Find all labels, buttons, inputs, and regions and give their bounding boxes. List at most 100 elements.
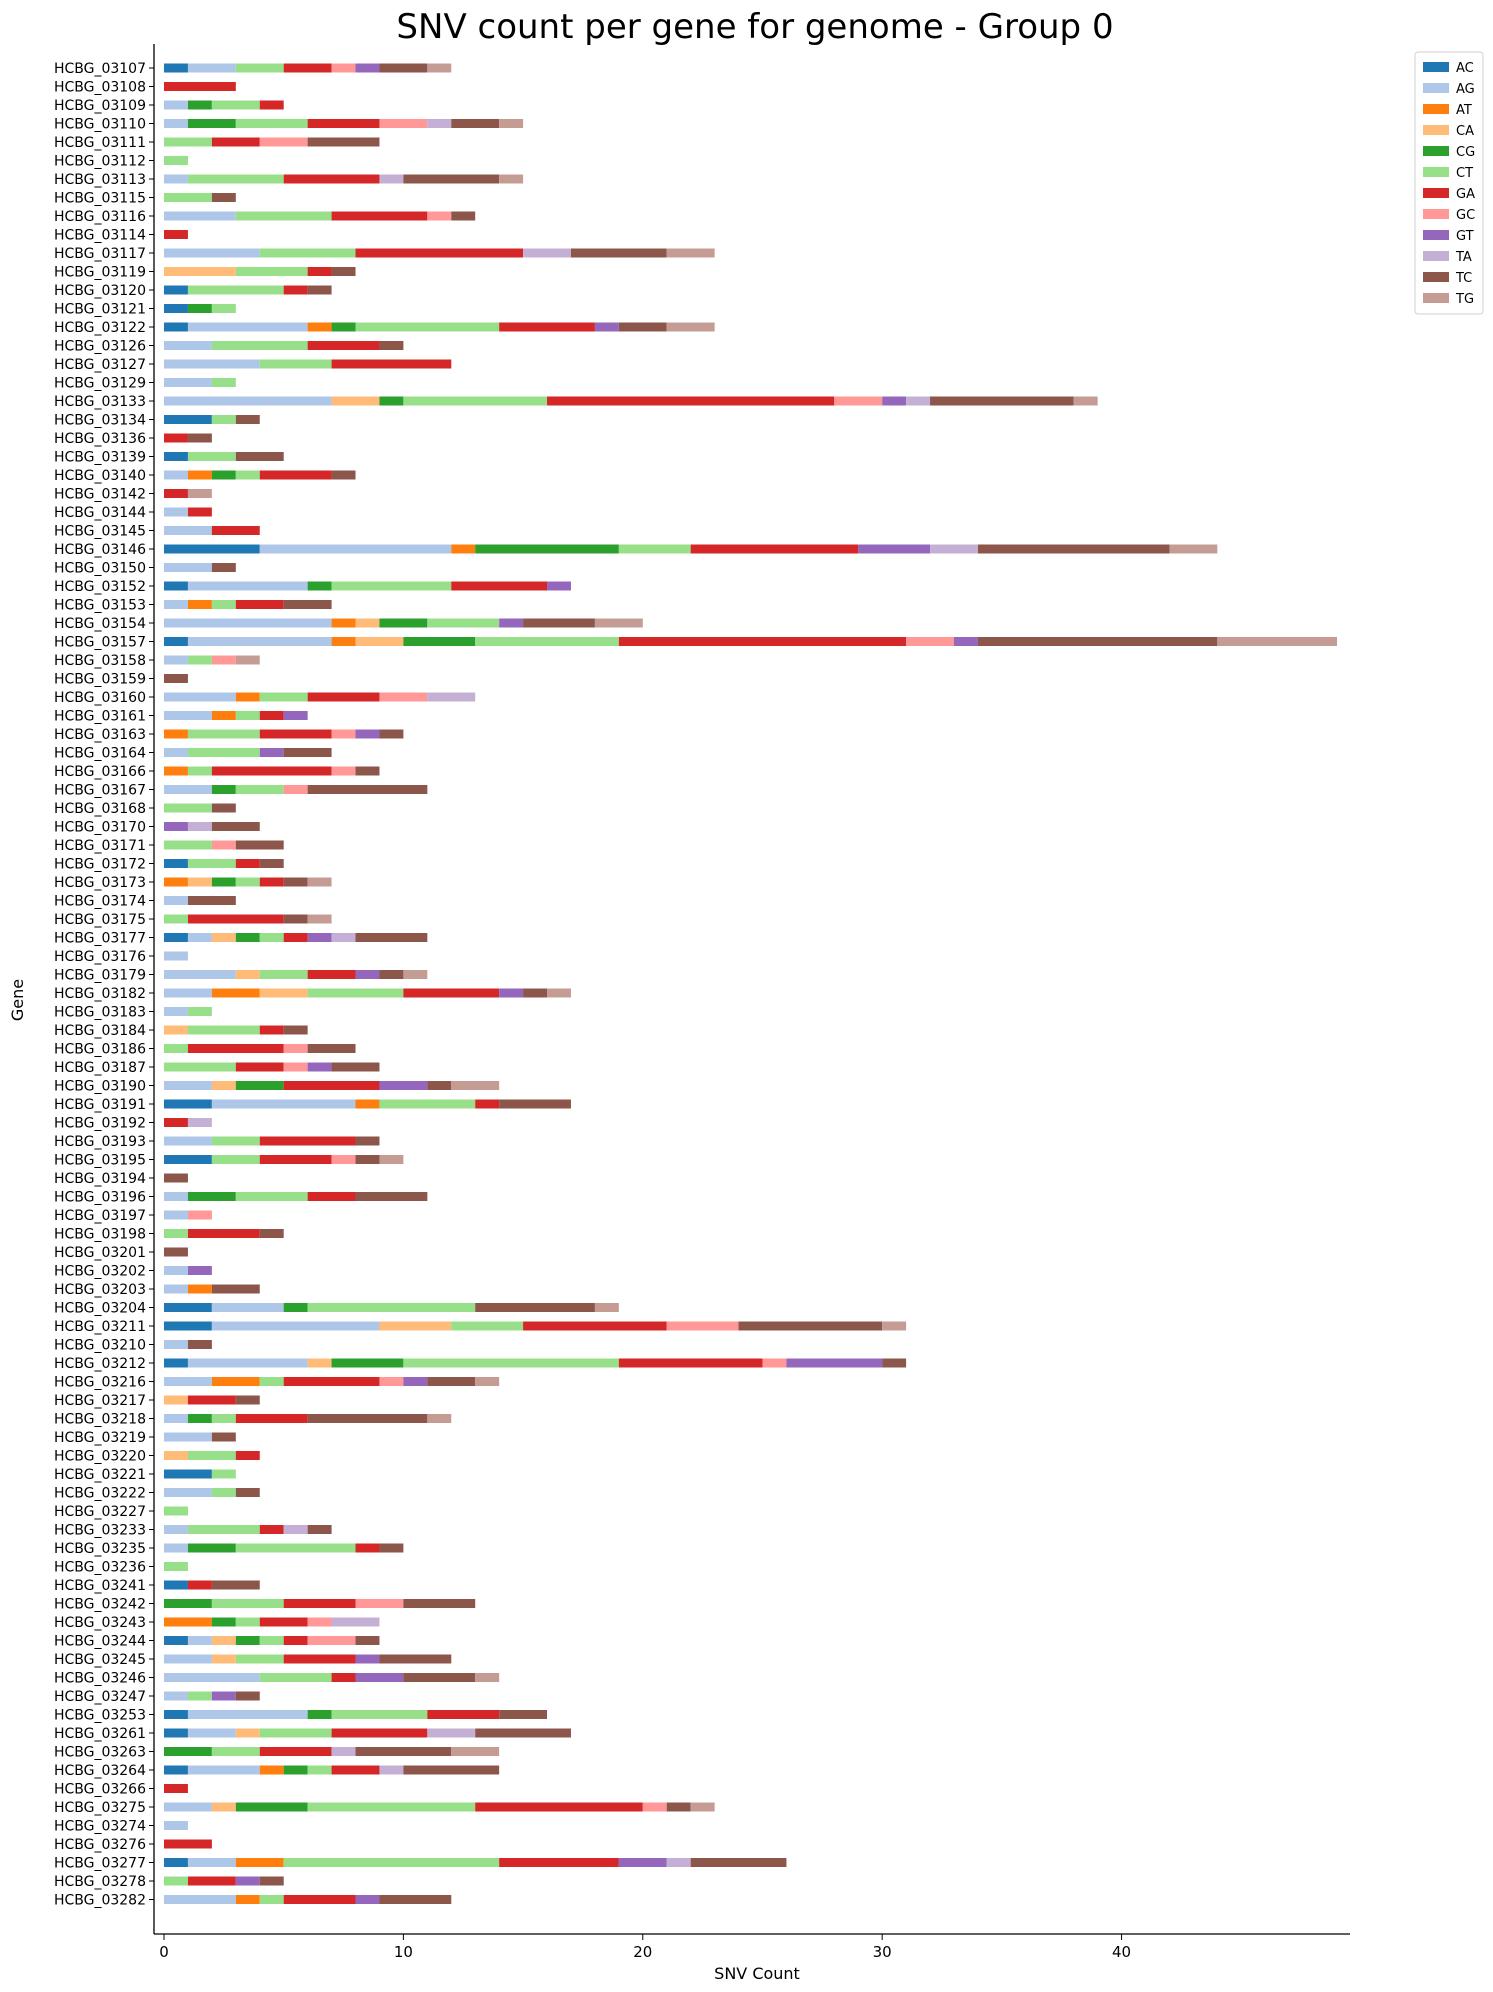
bar-segment-hcbg_03233-ta: [283, 1525, 308, 1534]
bar-segment-hcbg_03193-ga: [259, 1136, 356, 1146]
bar-segment-hcbg_03167-tc: [307, 785, 428, 794]
bar-segment-hcbg_03163-at: [164, 729, 188, 739]
bar-segment-hcbg_03107-gc: [331, 63, 356, 73]
bar-segment-hcbg_03191-ag: [211, 1099, 356, 1109]
legend-label-ta: TA: [1455, 250, 1472, 265]
y-tick-label: HCBG_03163: [54, 727, 146, 743]
bar-segment-hcbg_03159-tc: [164, 674, 188, 683]
bar-segment-hcbg_03154-at: [331, 618, 356, 628]
bar-segment-hcbg_03158-gc: [211, 655, 236, 665]
bar-segment-hcbg_03120-tc: [307, 285, 332, 295]
y-tick-label: HCBG_03145: [54, 524, 146, 540]
bar-segment-hcbg_03133-ag: [164, 396, 332, 406]
bar-segment-hcbg_03177-ac: [164, 933, 188, 942]
bar-segment-hcbg_03196-tc: [355, 1192, 428, 1201]
bar-segment-hcbg_03116-gc: [427, 211, 452, 221]
y-tick-label: HCBG_03173: [54, 875, 146, 891]
bar-segment-hcbg_03175-tc: [283, 914, 308, 924]
bar-segment-hcbg_03154-cg: [379, 618, 428, 628]
x-axis-label: SNV Count: [714, 1964, 800, 1983]
bar-segment-hcbg_03174-tc: [187, 896, 236, 905]
bar-segment-hcbg_03154-ag: [164, 618, 332, 628]
bar-segment-hcbg_03233-ag: [164, 1525, 188, 1534]
bar-segment-hcbg_03164-gt: [259, 748, 284, 757]
bar-segment-hcbg_03154-tg: [594, 618, 643, 628]
bar-segment-hcbg_03129-ag: [164, 378, 212, 387]
y-tick-label: HCBG_03122: [54, 320, 146, 336]
bar-segment-hcbg_03201-tc: [164, 1247, 188, 1257]
bar-segment-hcbg_03243-ct: [235, 1617, 260, 1627]
bar-segment-hcbg_03212-cg: [331, 1358, 404, 1368]
bar-segment-hcbg_03235-tc: [379, 1543, 404, 1553]
bar-segment-hcbg_03109-ag: [164, 100, 188, 110]
bar-segment-hcbg_03275-tc: [666, 1802, 691, 1812]
y-tick-label: HCBG_03246: [54, 1671, 146, 1687]
bar-segment-hcbg_03117-ga: [355, 248, 524, 258]
bar-segment-hcbg_03167-cg: [211, 785, 236, 794]
bar-segment-hcbg_03127-ga: [331, 359, 452, 369]
bar-segment-hcbg_03211-tc: [738, 1321, 883, 1331]
bar-segment-hcbg_03134-ac: [164, 415, 212, 424]
y-tick-label: HCBG_03197: [54, 1208, 146, 1224]
bar-segment-hcbg_03204-ag: [211, 1303, 284, 1312]
bar-segment-hcbg_03244-gc: [307, 1636, 356, 1645]
bar-segment-hcbg_03113-ct: [187, 174, 284, 184]
bar-segment-hcbg_03246-tg: [475, 1673, 500, 1682]
bar-segment-hcbg_03160-gc: [379, 692, 428, 702]
bar-segment-hcbg_03154-ca: [355, 618, 380, 628]
bar-segment-hcbg_03264-ga: [331, 1765, 380, 1775]
bar-segment-hcbg_03152-cg: [307, 581, 332, 591]
bar-segment-hcbg_03242-cg: [164, 1599, 212, 1608]
bar-segment-hcbg_03177-gt: [307, 933, 332, 942]
bar-segment-hcbg_03198-ga: [187, 1229, 260, 1238]
bar-segment-hcbg_03113-ga: [283, 174, 380, 184]
bar-segment-hcbg_03187-ga: [235, 1062, 284, 1072]
bar-segment-hcbg_03113-ag: [164, 174, 188, 184]
bar-segment-hcbg_03146-ag: [259, 544, 452, 554]
bar-segment-hcbg_03179-ga: [307, 970, 356, 979]
y-tick-label: HCBG_03110: [54, 117, 146, 133]
bar-segment-hcbg_03174-ag: [164, 896, 188, 905]
bar-segment-hcbg_03191-tc: [499, 1099, 571, 1109]
bar-segment-hcbg_03150-tc: [211, 563, 236, 572]
bar-segment-hcbg_03246-ct: [259, 1673, 332, 1682]
y-tick-label: HCBG_03196: [54, 1190, 146, 1206]
bar-segment-hcbg_03244-ac: [164, 1636, 188, 1645]
bar-segment-hcbg_03163-gt: [355, 729, 380, 739]
bar-segment-hcbg_03109-cg: [187, 100, 212, 110]
bar-segment-hcbg_03204-ac: [164, 1303, 212, 1312]
bar-segment-hcbg_03127-ag: [164, 359, 260, 369]
bar-segment-hcbg_03160-ct: [259, 692, 308, 702]
bar-segment-hcbg_03203-tc: [211, 1284, 260, 1294]
bar-segment-hcbg_03253-ag: [187, 1710, 308, 1719]
bar-segment-hcbg_03145-ag: [164, 526, 212, 535]
bar-segment-hcbg_03161-gt: [283, 711, 308, 720]
bar-segment-hcbg_03186-ga: [187, 1044, 284, 1053]
y-tick-label: HCBG_03278: [54, 1874, 146, 1890]
bar-segment-hcbg_03173-ca: [187, 877, 212, 887]
bar-segment-hcbg_03282-ct: [259, 1895, 284, 1904]
bar-segment-hcbg_03190-ca: [211, 1081, 236, 1090]
bar-segment-hcbg_03177-ga: [283, 933, 308, 942]
bar-segment-hcbg_03122-ct: [355, 322, 500, 332]
y-tick-label: HCBG_03154: [54, 616, 146, 632]
bar-segment-hcbg_03197-ag: [164, 1210, 188, 1220]
y-tick-label: HCBG_03217: [54, 1393, 146, 1409]
bar-segment-hcbg_03243-ga: [259, 1617, 308, 1627]
bar-segment-hcbg_03261-tc: [475, 1728, 571, 1738]
bar-segment-hcbg_03166-at: [164, 766, 188, 776]
bar-segment-hcbg_03198-tc: [259, 1229, 284, 1238]
bar-segment-hcbg_03218-tg: [427, 1414, 452, 1423]
bar-segment-hcbg_03184-ga: [259, 1025, 284, 1035]
bar-segment-hcbg_03182-at: [211, 988, 260, 998]
bar-segment-hcbg_03278-gt: [235, 1876, 260, 1886]
bar-segment-hcbg_03127-ct: [259, 359, 332, 369]
bar-segment-hcbg_03110-ta: [427, 119, 452, 128]
bar-segment-hcbg_03211-gc: [666, 1321, 739, 1331]
bar-segment-hcbg_03263-ga: [259, 1747, 332, 1756]
bar-segment-hcbg_03173-at: [164, 877, 188, 887]
bar-segment-hcbg_03177-tc: [355, 933, 428, 942]
legend-swatch-gt: [1423, 230, 1449, 240]
y-tick-label: HCBG_03218: [54, 1412, 146, 1428]
bar-segment-hcbg_03216-gc: [379, 1377, 404, 1386]
